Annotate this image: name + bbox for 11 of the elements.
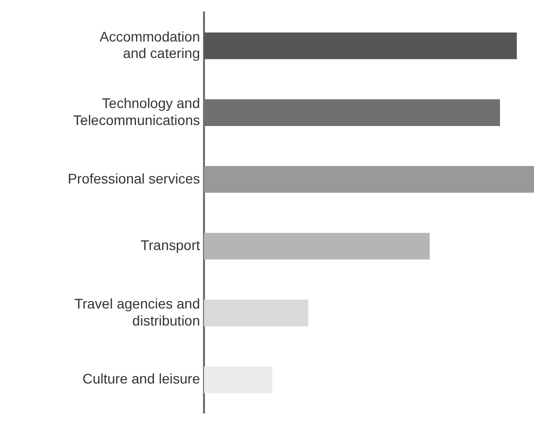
y-tick-label: Travel agencies and distribution — [74, 295, 200, 328]
bar — [204, 232, 430, 260]
bar — [204, 32, 517, 60]
y-tick-label: Technology and Telecommunications — [73, 95, 200, 128]
bar — [204, 166, 534, 193]
bar — [204, 300, 308, 326]
y-tick-label: Culture and leisure — [82, 370, 200, 387]
y-tick-label: Professional services — [68, 170, 200, 186]
bar — [204, 366, 272, 394]
y-tick-label: Accommodation and catering — [100, 28, 200, 62]
y-tick-label: Transport — [140, 237, 200, 254]
